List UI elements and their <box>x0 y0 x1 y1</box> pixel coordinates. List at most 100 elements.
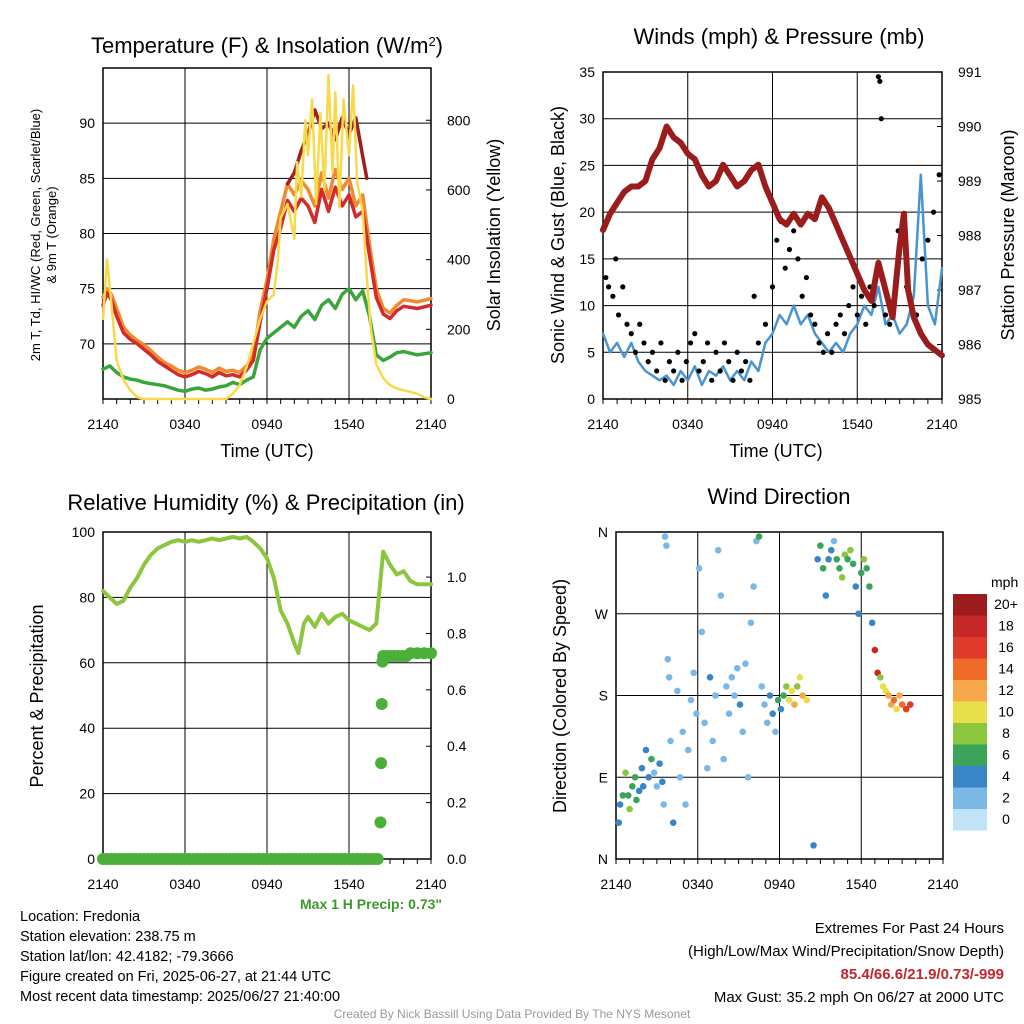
wind-direction-ytick-label: E <box>599 769 608 785</box>
winds-title: Winds (mph) & Pressure (mb) <box>634 24 925 49</box>
wind-direction-point <box>615 819 623 826</box>
temperature-ytick-label: 70 <box>79 336 95 352</box>
wind-direction-point <box>890 696 898 704</box>
wind-direction-point <box>810 842 817 849</box>
temperature-ylabel-line1: 2m T, Td, HI/WC (Red, Green, Scarlet/Blu… <box>28 109 43 361</box>
wind-direction-point <box>616 801 624 808</box>
gust-point <box>696 368 702 374</box>
gust-point <box>610 293 616 299</box>
wind-direction-point <box>619 792 627 799</box>
wind-direction-point <box>676 773 684 781</box>
colorbar-label: 20+ <box>994 596 1018 612</box>
wind-direction-point <box>763 719 771 727</box>
max-precip-annotation: Max 1 H Precip: 0.73" <box>300 896 443 912</box>
gust-point <box>679 377 685 383</box>
wind-direction-point <box>684 746 692 754</box>
gust-point <box>755 340 761 346</box>
humidity-xtick-label: 0340 <box>169 876 200 892</box>
gust-point <box>700 359 706 365</box>
wind-direction-point <box>838 574 846 581</box>
gust-point <box>837 312 843 318</box>
gust-point <box>799 293 805 299</box>
colorbar-swatch <box>953 787 987 809</box>
wind-direction-point <box>796 674 804 681</box>
wind-direction-point <box>863 565 870 572</box>
gust-point <box>930 209 937 215</box>
gust-point <box>791 228 797 234</box>
colorbar-swatch <box>953 680 987 702</box>
wind-direction-point <box>777 705 785 713</box>
speed-colorbar: mph 20+ 18 16 14 12 10 8 6 4 2 0 <box>953 574 1018 831</box>
gust-point <box>769 284 776 290</box>
gust-point <box>858 293 865 299</box>
temperature-plot-area: 2140 0340 0940 1540 2140 70 75 80 85 90 0 200 400 600… <box>79 67 471 432</box>
wind-direction-point <box>742 660 749 668</box>
winds-ylabel: Sonic Wind & Gust (Blue, Black) <box>548 106 568 364</box>
gust-point <box>824 331 831 337</box>
gust-point <box>704 340 711 346</box>
winds-ytick-label: 15 <box>579 251 595 267</box>
gust-point <box>606 284 612 290</box>
precip-ytick-label: 1.0 <box>447 569 467 585</box>
humidity-ytick-label: 80 <box>79 589 95 605</box>
pressure-ytick-label: 990 <box>958 119 982 135</box>
wind-direction-point <box>898 701 906 708</box>
precip-point <box>371 853 384 865</box>
wind-direction-point <box>720 755 727 763</box>
colorbar-swatch <box>953 637 987 659</box>
wind-direction-point <box>902 705 910 713</box>
winds-panel: Winds (mph) & Pressure (mb) 2140 0340 0940… <box>548 24 1018 461</box>
humidity-line <box>101 534 433 655</box>
wind-direction-point <box>866 583 873 590</box>
wind-direction-point <box>803 696 811 704</box>
wind-direction-ylabel: Direction (Colored By Speed) <box>550 579 570 813</box>
gust-point <box>666 359 672 365</box>
humidity-ytick-label: 20 <box>79 786 95 802</box>
temperature-xtick-label: 1540 <box>333 416 364 432</box>
gust-point <box>738 368 745 374</box>
humidity-ytick-label: 60 <box>79 655 95 671</box>
wind-direction-point <box>844 555 851 563</box>
wind-direction-point <box>706 674 714 681</box>
humidity-plot-area: 2140 0340 0940 1540 2140 0 20 40 60 80 100 0.0 0.2 0.… <box>72 524 467 892</box>
gust-point <box>762 321 769 327</box>
wind-direction-point <box>822 592 830 599</box>
gust-point <box>645 359 651 365</box>
colorbar-label: 16 <box>998 639 1014 655</box>
wind-direction-point <box>665 674 673 681</box>
colorbar-swatch <box>953 809 987 831</box>
wind-direction-point <box>701 719 708 727</box>
wind-direction-point <box>896 692 903 699</box>
temperature-ylabel-line2: & 9m T (Orange) <box>44 186 59 283</box>
temperature-panel: Temperature (F) & Insolation (W/m2) 2140… <box>28 33 504 461</box>
wind-direction-point <box>750 583 757 590</box>
colorbar-swatch <box>953 615 987 637</box>
gust-point <box>877 78 883 84</box>
colorbar-swatch <box>953 701 987 723</box>
colorbar-label: 18 <box>998 618 1014 634</box>
winds-ytick-label: 25 <box>579 157 595 173</box>
gust-point <box>820 349 826 355</box>
winds-xtick-label: 0340 <box>672 416 703 432</box>
wind-direction-point <box>766 692 774 699</box>
wind-direction-point <box>656 760 663 767</box>
gust-point <box>925 237 931 243</box>
extremes-values: 85.4/66.6/21.9/0.73/-999 <box>840 966 1004 983</box>
wind-direction-point <box>709 737 717 745</box>
gust-point <box>692 331 698 337</box>
wind-direction-point <box>814 555 821 563</box>
gust-point <box>687 340 694 346</box>
gust-point <box>747 377 753 383</box>
colorbar-swatch <box>953 766 987 788</box>
wind-direction-point <box>736 701 744 708</box>
wind-direction-point <box>785 696 793 704</box>
wind-direction-point <box>653 783 661 790</box>
gust-point <box>882 312 889 318</box>
created-text: Figure created on Fri, 2025-06-27, at 21… <box>20 969 332 985</box>
pressure-ytick-label: 987 <box>958 282 982 298</box>
wind-direction-point <box>817 542 824 549</box>
recent-timestamp-text: Most recent data timestamp: 2025/06/27 2… <box>20 989 341 1005</box>
wind-direction-title: Wind Direction <box>707 484 850 509</box>
gust-point <box>863 321 869 327</box>
winds-xlabel: Time (UTC) <box>729 441 822 461</box>
